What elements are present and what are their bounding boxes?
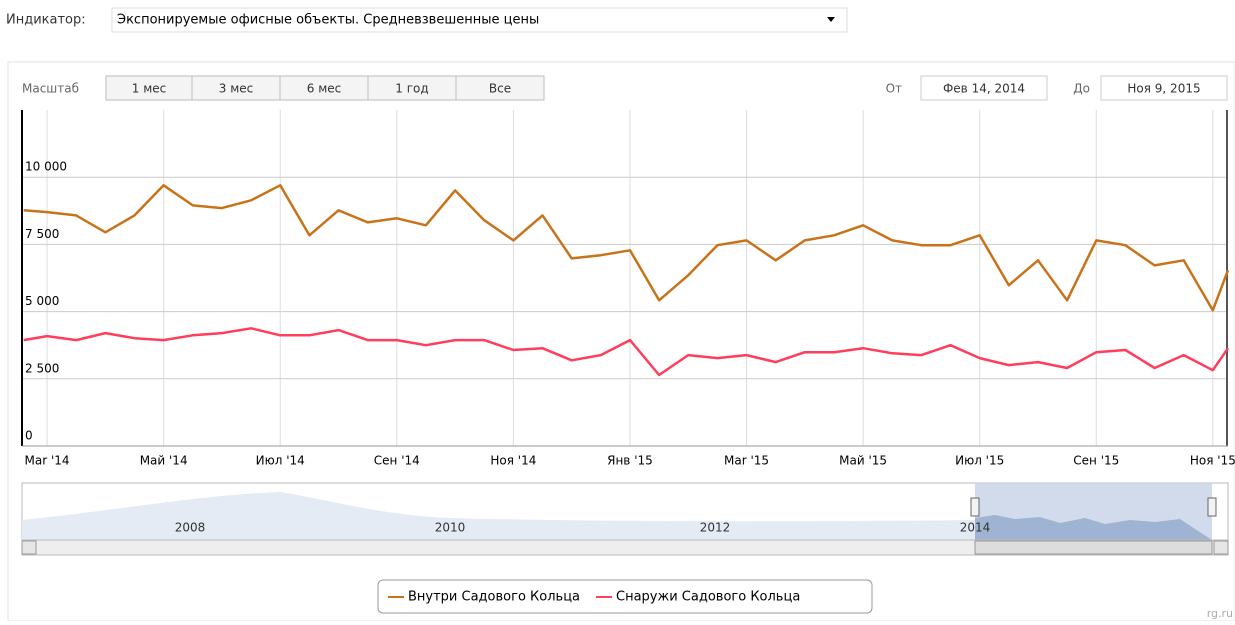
y-tick-label: 0 bbox=[25, 429, 33, 443]
to-value: Ноя 9, 2015 bbox=[1127, 82, 1200, 96]
from-input[interactable] bbox=[920, 75, 1048, 101]
legend bbox=[377, 579, 873, 614]
range-button-label: Все bbox=[489, 82, 511, 96]
navigator-series bbox=[22, 492, 975, 540]
navigator-selected-series bbox=[975, 515, 1212, 540]
indicator-label: Индикатор: bbox=[6, 13, 86, 28]
legend-label: Внутри Садового Кольца bbox=[408, 590, 580, 605]
x-tick-label: Июл '14 bbox=[256, 454, 305, 468]
range-button[interactable] bbox=[279, 75, 369, 101]
navigator-handle[interactable] bbox=[1207, 497, 1217, 517]
y-tick-label: 2 500 bbox=[25, 361, 59, 375]
range-button[interactable] bbox=[105, 75, 193, 101]
x-tick-label: Ноя '14 bbox=[490, 454, 536, 468]
x-tick-label: Май '15 bbox=[839, 454, 887, 468]
y-tick-label: 10 000 bbox=[25, 160, 67, 174]
x-tick-label: Янв '15 bbox=[607, 454, 653, 468]
indicator-dropdown[interactable] bbox=[111, 7, 848, 33]
x-tick-label: Mar '15 bbox=[724, 454, 769, 468]
y-tick-label: 5 000 bbox=[25, 294, 59, 308]
from-value: Фев 14, 2014 bbox=[943, 82, 1025, 96]
from-label: От bbox=[886, 82, 902, 96]
y-tick-label: 7 500 bbox=[25, 227, 59, 241]
navigator-label: 2010 bbox=[435, 521, 466, 535]
range-button-label: 1 год bbox=[395, 82, 428, 96]
x-tick-label: Май '14 bbox=[140, 454, 188, 468]
scroll-left[interactable] bbox=[21, 540, 37, 555]
navigator-label: 2014 bbox=[960, 521, 991, 535]
to-label: До bbox=[1073, 82, 1090, 96]
range-label: Масштаб bbox=[22, 82, 79, 96]
range-button[interactable] bbox=[455, 75, 545, 101]
navigator-label: 2008 bbox=[175, 521, 206, 535]
legend-label: Снаружи Садового Кольца bbox=[616, 590, 800, 605]
scrollbar-thumb[interactable] bbox=[974, 540, 1213, 555]
range-button-label: 6 мес bbox=[307, 82, 341, 96]
series-line bbox=[23, 184, 1230, 312]
indicator-value: Экспонируемые офисные объекты. Средневзв… bbox=[117, 13, 539, 28]
x-tick-label: Ноя '15 bbox=[1190, 454, 1235, 468]
series-line bbox=[23, 327, 1230, 377]
x-tick-label: Mar '14 bbox=[25, 454, 70, 468]
scroll-right[interactable] bbox=[1213, 540, 1229, 555]
watermark: rg.ru bbox=[1207, 607, 1233, 620]
x-tick-label: Сен '14 bbox=[374, 454, 420, 468]
to-input[interactable] bbox=[1100, 75, 1228, 101]
navigator-label: 2012 bbox=[700, 521, 731, 535]
navigator-handle[interactable] bbox=[970, 497, 980, 517]
dropdown-arrow bbox=[827, 17, 835, 22]
x-tick-label: Сен '15 bbox=[1073, 454, 1119, 468]
range-button[interactable] bbox=[191, 75, 281, 101]
range-button-label: 1 мес bbox=[132, 82, 166, 96]
x-tick-label: Июл '15 bbox=[955, 454, 1004, 468]
range-button-label: 3 мес bbox=[219, 82, 253, 96]
